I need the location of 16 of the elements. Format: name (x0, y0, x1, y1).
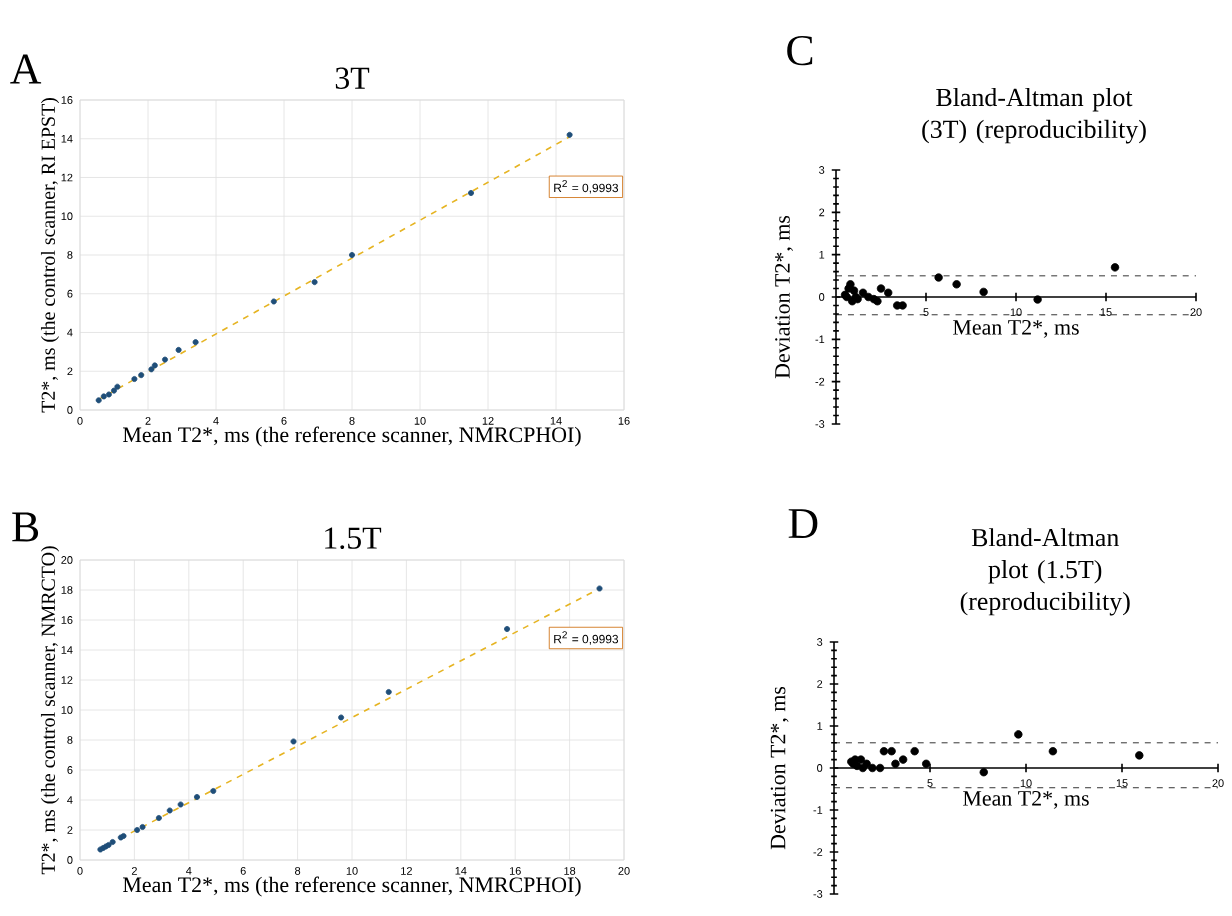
chart-title: Bland-Altman plot (3T) (reproducibility) (922, 87, 1146, 144)
chart-title: 3T (335, 67, 370, 89)
x-axis-title: Mean T2*, ms (953, 319, 1079, 338)
text: A (10, 54, 42, 84)
y-axis-title: Deviation T2*, ms (775, 215, 793, 379)
text: B (12, 512, 39, 542)
y-axis-title: Deviation T2*, ms (770, 686, 789, 850)
text: D (788, 509, 818, 538)
x-axis-title: Mean T2*, ms (the reference scanner, NMRCPHOI) (123, 876, 581, 897)
chart-title: Bland-Altman plot (1.5T) (reproducibility) (960, 528, 1130, 616)
chart-title: 1.5T (325, 527, 382, 549)
y-axis-title: T2*, ms (the control scanner, NMRCTO) (40, 546, 60, 875)
text: C (787, 35, 813, 66)
x-axis-title: Mean T2*, ms (963, 790, 1089, 809)
y-axis-title: T2*, ms (the control scanner, RI EPST) (40, 98, 60, 413)
x-axis-title: Mean T2*, ms (the reference scanner, NMRCPHOI) (123, 426, 581, 447)
